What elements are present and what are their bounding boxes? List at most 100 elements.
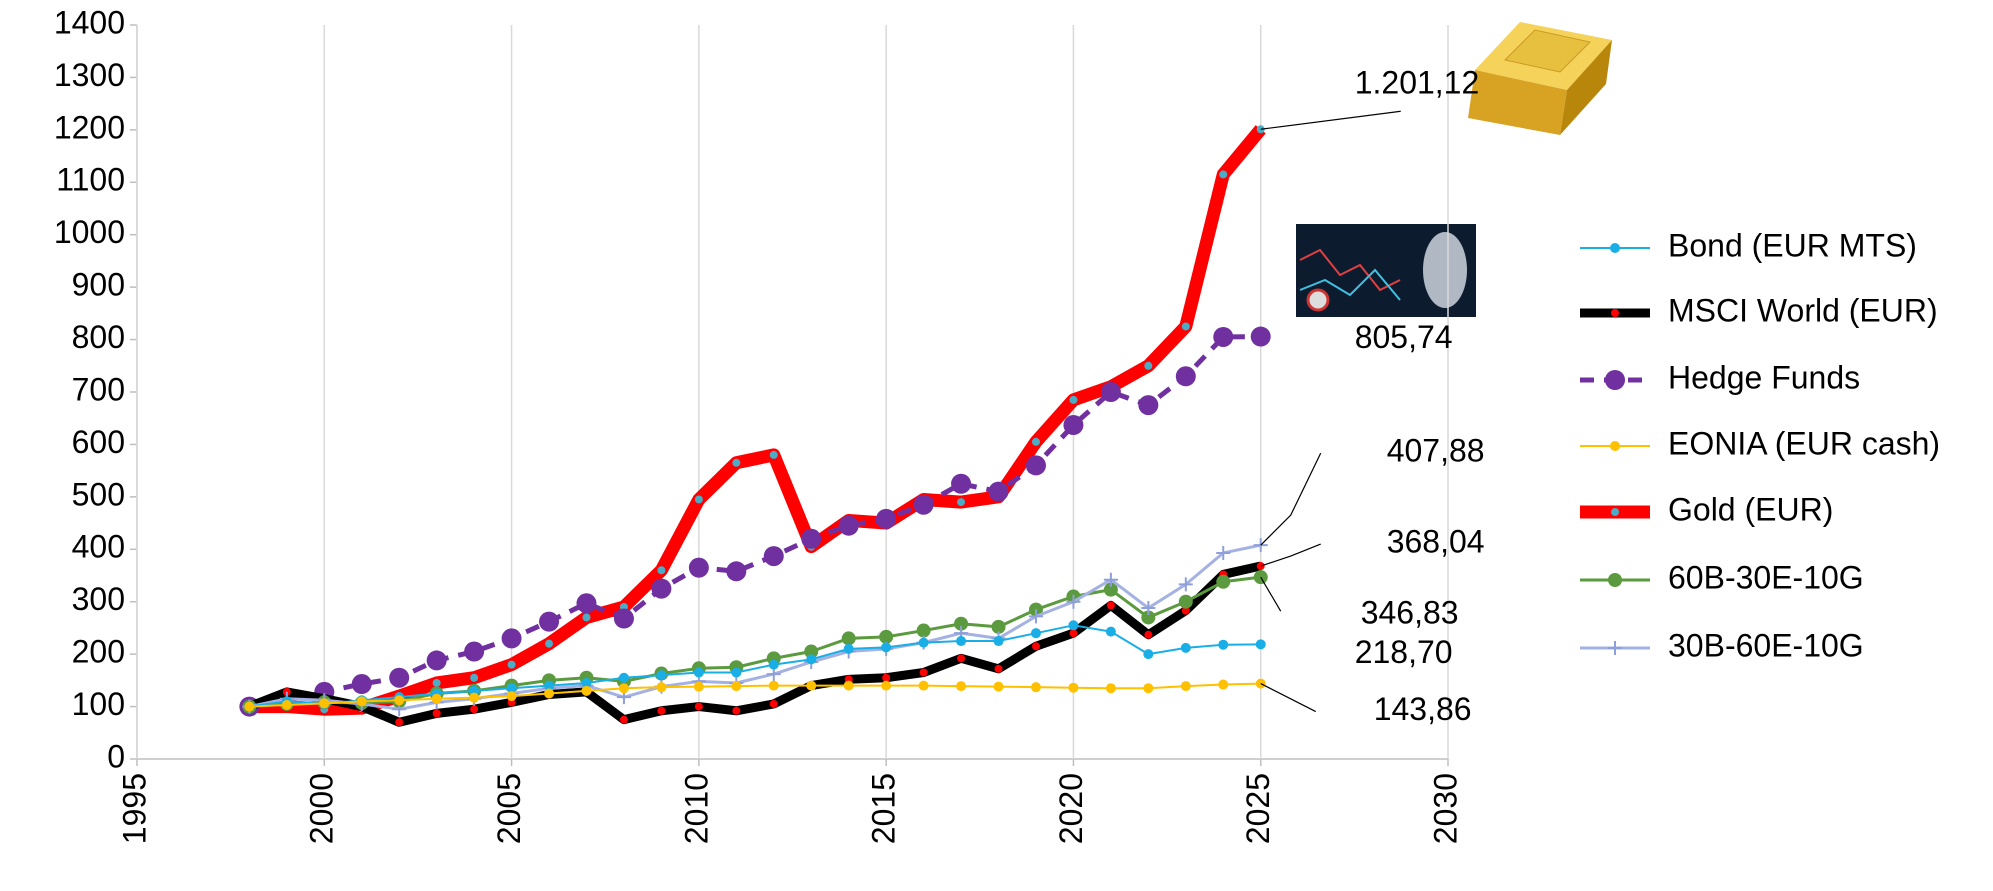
marker (544, 680, 555, 691)
end-label: 368,04 (1387, 523, 1485, 559)
legend-item: Hedge Funds (1580, 359, 1860, 395)
legend: Bond (EUR MTS) MSCI World (EUR) Hedge Fund… (1580, 227, 1940, 663)
y-tick-label: 0 (107, 738, 125, 774)
marker (1181, 606, 1190, 615)
legend-marker (1611, 508, 1619, 516)
legend-label: Gold (EUR) (1668, 491, 1833, 527)
end-label: 218,70 (1355, 634, 1453, 670)
legend-label: Bond (EUR MTS) (1668, 227, 1917, 263)
line (249, 682, 1261, 708)
x-tick-label: 2015 (866, 773, 902, 844)
marker (507, 660, 516, 669)
marker (281, 699, 292, 710)
marker (1068, 682, 1079, 693)
marker (1106, 601, 1115, 610)
marker (506, 691, 517, 702)
marker (1216, 574, 1231, 589)
marker (1141, 601, 1156, 616)
marker (919, 668, 928, 677)
x-tick-label: 2010 (678, 773, 714, 844)
legend-item: EONIA (EUR cash) (1580, 425, 1940, 461)
marker (1216, 545, 1231, 560)
marker (694, 702, 703, 711)
series (244, 678, 1266, 712)
marker (470, 705, 479, 714)
leader-line (1260, 683, 1316, 713)
leader-line (1260, 543, 1321, 567)
marker (693, 667, 704, 678)
marker (657, 706, 666, 715)
marker (581, 677, 592, 688)
marker (694, 495, 703, 504)
legend-label: MSCI World (EUR) (1668, 292, 1938, 328)
marker (618, 672, 629, 683)
legend-item: 60B-30E-10G (1580, 559, 1864, 595)
marker (881, 680, 892, 691)
marker (613, 608, 634, 629)
marker (806, 654, 817, 665)
marker (1175, 366, 1196, 387)
marker (991, 619, 1006, 634)
marker (801, 528, 822, 549)
marker (806, 680, 817, 691)
marker (1143, 683, 1154, 694)
marker (768, 680, 779, 691)
marker (988, 481, 1009, 502)
marker (618, 683, 629, 694)
marker (1178, 594, 1193, 609)
marker (1103, 582, 1118, 597)
y-tick-label: 500 (72, 476, 125, 512)
marker (1105, 626, 1116, 637)
end-label: 143,86 (1374, 691, 1472, 727)
marker (656, 670, 667, 681)
marker (1144, 630, 1153, 639)
marker (1068, 620, 1079, 631)
marker (1178, 577, 1193, 592)
line (249, 543, 1262, 711)
marker (1100, 382, 1121, 402)
marker (1141, 610, 1156, 625)
marker (506, 683, 517, 694)
x-tick-label: 2030 (1427, 773, 1463, 844)
marker (431, 693, 442, 704)
legend-marker (1610, 441, 1620, 451)
marker (426, 650, 447, 671)
y-tick-label: 200 (72, 634, 125, 670)
marker (1253, 538, 1268, 553)
marker (957, 654, 966, 663)
series (245, 125, 1266, 716)
y-tick-label: 1200 (54, 109, 125, 145)
end-label: 805,74 (1355, 319, 1453, 355)
marker (651, 578, 672, 599)
end-label: 1.201,12 (1355, 65, 1480, 101)
y-tick-label: 300 (72, 581, 125, 617)
marker (395, 718, 404, 727)
marker (843, 680, 854, 691)
leader-line (1260, 452, 1322, 546)
marker (956, 681, 967, 692)
labels: 218,70 368,04 805,74 143,86 1.201,12 346,83 40… (1260, 65, 1485, 727)
marker (619, 715, 628, 724)
line (249, 624, 1261, 708)
y-tick-label: 800 (72, 319, 125, 355)
marker (351, 674, 372, 695)
legend-item: Bond (EUR MTS) (1580, 227, 1917, 263)
marker (501, 628, 522, 649)
marker (1031, 642, 1040, 651)
marker (544, 688, 555, 699)
marker (394, 695, 405, 706)
marker (1218, 639, 1229, 650)
line (249, 125, 1266, 716)
marker (1069, 395, 1078, 404)
marker (1103, 572, 1118, 587)
marker (954, 616, 969, 631)
marker (951, 473, 972, 494)
marker (1063, 415, 1084, 436)
marker (1219, 170, 1228, 179)
legend-marker (1605, 370, 1625, 390)
marker (956, 636, 967, 647)
y-tick-label: 1100 (56, 162, 125, 198)
series (244, 620, 1266, 712)
marker (656, 682, 667, 693)
marker (469, 692, 480, 703)
